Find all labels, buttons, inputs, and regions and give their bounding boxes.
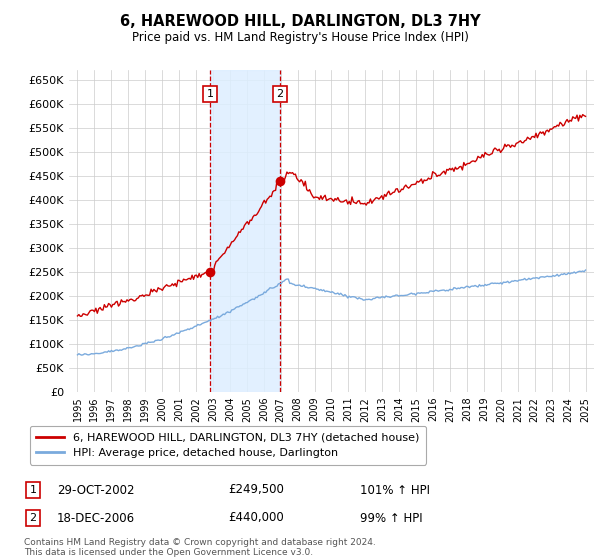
Bar [210, 70, 280, 392]
Text: 29-OCT-2002: 29-OCT-2002 [57, 483, 134, 497]
Text: 2: 2 [29, 513, 37, 523]
Text: 18-DEC-2006: 18-DEC-2006 [57, 511, 135, 525]
Text: 101% ↑ HPI: 101% ↑ HPI [360, 483, 430, 497]
Text: £440,000: £440,000 [228, 511, 284, 525]
Text: 1: 1 [206, 89, 214, 99]
Text: Contains HM Land Registry data © Crown copyright and database right 2024.
This d: Contains HM Land Registry data © Crown c… [24, 538, 376, 557]
Text: Price paid vs. HM Land Registry's House Price Index (HPI): Price paid vs. HM Land Registry's House … [131, 31, 469, 44]
Legend: 6, HAREWOOD HILL, DARLINGTON, DL3 7HY (detached house), HPI: Average price, deta: 6, HAREWOOD HILL, DARLINGTON, DL3 7HY (d… [29, 426, 426, 465]
Text: 99% ↑ HPI: 99% ↑ HPI [360, 511, 422, 525]
Text: 6, HAREWOOD HILL, DARLINGTON, DL3 7HY: 6, HAREWOOD HILL, DARLINGTON, DL3 7HY [119, 14, 481, 29]
Text: 1: 1 [29, 485, 37, 495]
Text: £249,500: £249,500 [228, 483, 284, 497]
Text: 2: 2 [277, 89, 284, 99]
